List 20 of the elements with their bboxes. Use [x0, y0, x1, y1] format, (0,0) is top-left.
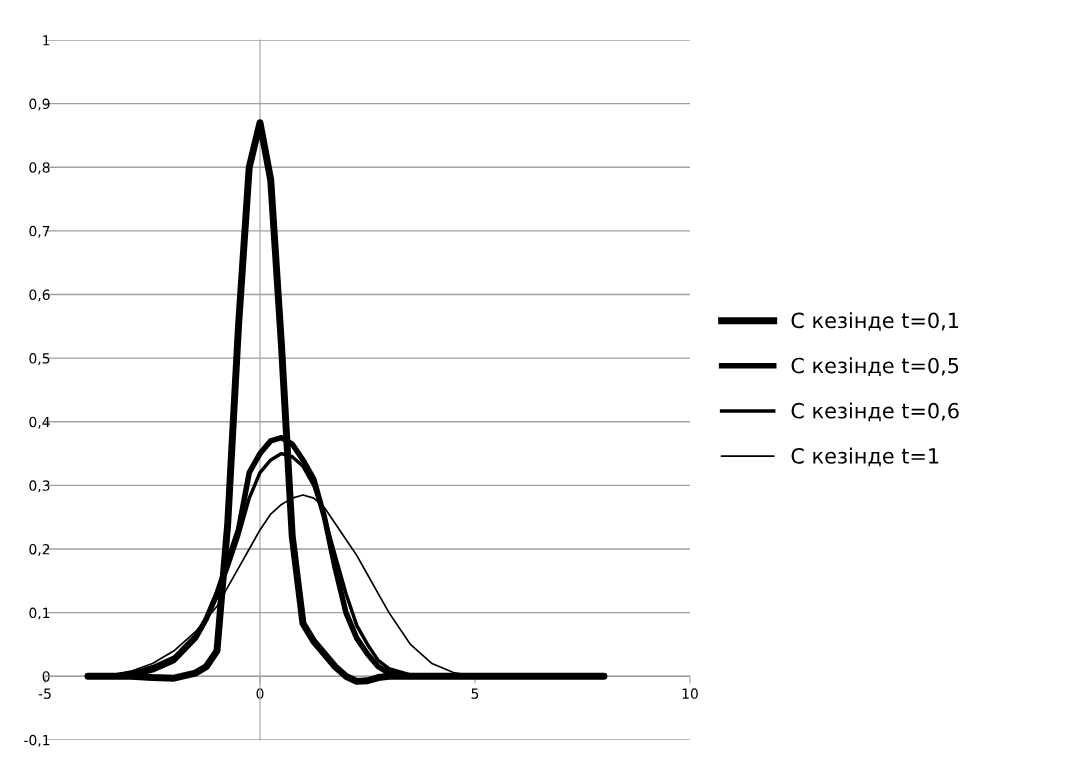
y-tick-label: 0,6: [29, 289, 50, 302]
x-tick-label: 5: [471, 688, 479, 699]
legend-label: С кезінде t=0,1: [791, 312, 959, 331]
legend-label: С кезінде t=0,6: [791, 402, 959, 422]
y-tick-label: 1: [43, 35, 50, 46]
y-tick-label: 0,8: [29, 162, 50, 175]
y-tick-label: 0,3: [29, 480, 50, 493]
y-tick-label: 0,5: [29, 353, 50, 366]
y-tick-label: 0,4: [29, 416, 50, 429]
y-tick-label: 0,1: [29, 607, 50, 620]
x-tick-label: 10: [682, 688, 698, 699]
x-tick-label: -5: [38, 688, 51, 699]
y-tick-label: 0,7: [29, 225, 50, 238]
y-tick-label: 0,9: [29, 98, 50, 111]
y-tick-label: 0: [42, 671, 50, 682]
y-tick-label: 0,2: [29, 543, 50, 556]
y-tick-label: -0,1: [24, 734, 50, 747]
x-tick-label: 0: [256, 688, 264, 699]
legend-label: С кезінде t=0,5: [791, 357, 959, 376]
legend-label: С кезінде t=1: [791, 447, 939, 467]
